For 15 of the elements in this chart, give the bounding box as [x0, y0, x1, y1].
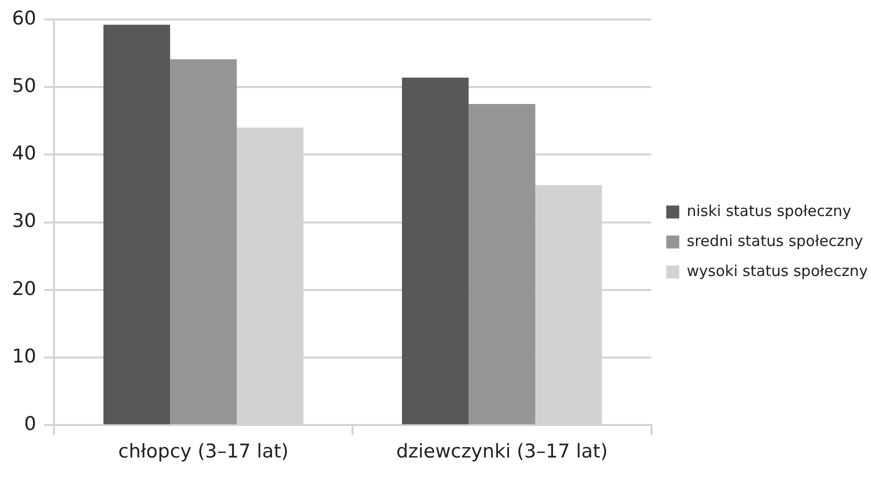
bar: [402, 78, 469, 424]
legend-label: niski status społeczny: [686, 202, 852, 220]
bar: [103, 24, 170, 424]
x-tick-label: chłopcy (3–17 lat): [118, 440, 289, 463]
y-tick-label: 40: [12, 142, 36, 165]
bar: [468, 104, 536, 424]
y-tick-label: 50: [12, 74, 36, 97]
y-tick-label: 20: [12, 278, 36, 300]
bar: [170, 59, 237, 424]
x-tick-label: dziewczynki (3–17 lat): [396, 440, 608, 463]
y-tick-label: 10: [12, 346, 36, 368]
y-tick-label: 60: [12, 7, 36, 30]
legend-label: sredni status społeczny: [686, 232, 864, 250]
y-tick-label: 30: [12, 210, 36, 232]
y-tick-label: 0: [24, 413, 36, 436]
